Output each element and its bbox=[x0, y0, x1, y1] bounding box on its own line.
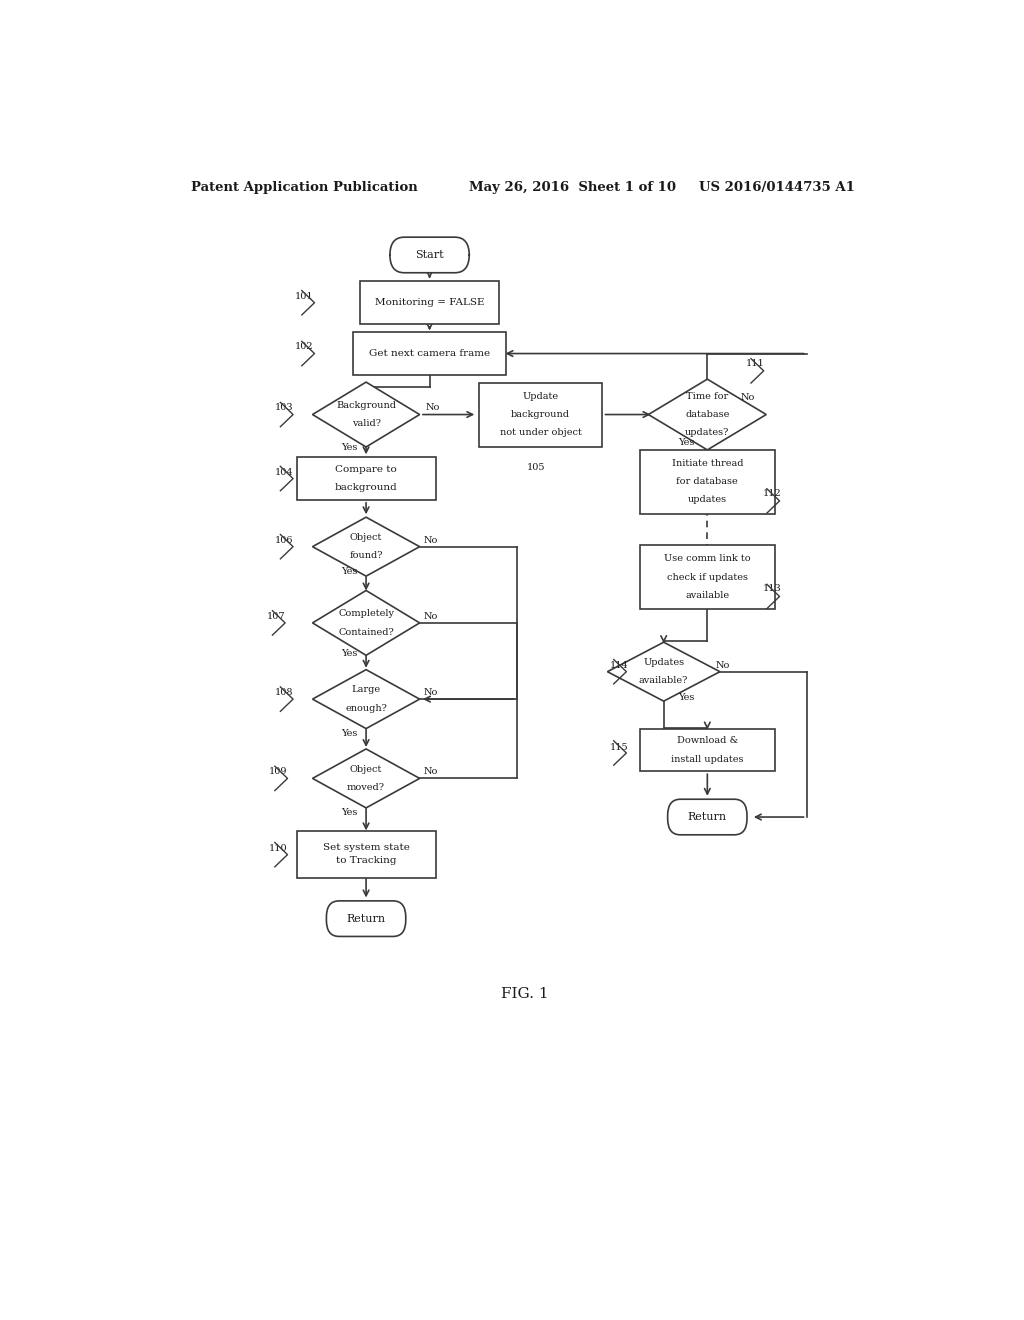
Text: Yes: Yes bbox=[678, 438, 694, 447]
Text: May 26, 2016  Sheet 1 of 10: May 26, 2016 Sheet 1 of 10 bbox=[469, 181, 676, 194]
Text: Yes: Yes bbox=[341, 568, 357, 576]
Polygon shape bbox=[648, 379, 766, 450]
Text: Start: Start bbox=[416, 249, 443, 260]
Bar bbox=[479, 383, 602, 446]
Text: 111: 111 bbox=[745, 359, 764, 368]
Bar bbox=[297, 457, 435, 500]
Text: No: No bbox=[423, 767, 437, 776]
Text: enough?: enough? bbox=[345, 704, 387, 713]
Text: 106: 106 bbox=[274, 536, 293, 545]
Text: FIG. 1: FIG. 1 bbox=[501, 987, 549, 1001]
Bar bbox=[640, 450, 775, 513]
Text: Object: Object bbox=[350, 764, 382, 774]
Text: No: No bbox=[423, 688, 437, 697]
Text: US 2016/0144735 A1: US 2016/0144735 A1 bbox=[699, 181, 855, 194]
Text: 109: 109 bbox=[269, 767, 288, 776]
Text: for database: for database bbox=[677, 477, 738, 486]
Text: Yes: Yes bbox=[341, 649, 357, 659]
Bar bbox=[353, 333, 506, 375]
Text: Updates: Updates bbox=[643, 659, 684, 667]
Text: 105: 105 bbox=[526, 463, 545, 473]
Text: background: background bbox=[511, 411, 570, 418]
Text: background: background bbox=[335, 483, 397, 492]
Text: No: No bbox=[715, 660, 730, 669]
Text: 108: 108 bbox=[274, 688, 293, 697]
Text: to Tracking: to Tracking bbox=[336, 857, 396, 865]
Text: Object: Object bbox=[350, 533, 382, 543]
FancyBboxPatch shape bbox=[327, 900, 406, 936]
Text: Use comm link to: Use comm link to bbox=[664, 554, 751, 564]
Text: install updates: install updates bbox=[671, 755, 743, 763]
Text: Update: Update bbox=[522, 392, 559, 401]
Text: Return: Return bbox=[688, 812, 727, 822]
FancyBboxPatch shape bbox=[668, 799, 746, 834]
Text: 114: 114 bbox=[609, 660, 629, 669]
Bar bbox=[640, 729, 775, 771]
Text: No: No bbox=[423, 612, 437, 620]
Text: 107: 107 bbox=[267, 612, 286, 620]
Text: Contained?: Contained? bbox=[338, 627, 394, 636]
Text: No: No bbox=[426, 404, 440, 412]
Text: found?: found? bbox=[349, 552, 383, 560]
Text: Return: Return bbox=[346, 913, 386, 924]
Text: 101: 101 bbox=[295, 292, 313, 301]
Text: Set system state: Set system state bbox=[323, 843, 410, 851]
Text: Download &: Download & bbox=[677, 737, 738, 746]
Text: updates?: updates? bbox=[685, 428, 729, 437]
Bar bbox=[640, 545, 775, 609]
Text: 113: 113 bbox=[763, 585, 781, 594]
Text: Monitoring = FALSE: Monitoring = FALSE bbox=[375, 298, 484, 308]
Text: Patent Application Publication: Patent Application Publication bbox=[191, 181, 418, 194]
Text: Background: Background bbox=[336, 401, 396, 411]
Text: Yes: Yes bbox=[341, 444, 357, 453]
Polygon shape bbox=[312, 669, 420, 729]
Text: Yes: Yes bbox=[341, 808, 357, 817]
Polygon shape bbox=[312, 748, 420, 808]
Text: 104: 104 bbox=[274, 467, 294, 477]
Text: Large: Large bbox=[351, 685, 381, 694]
Text: Compare to: Compare to bbox=[335, 465, 397, 474]
FancyBboxPatch shape bbox=[390, 238, 469, 273]
Text: Initiate thread: Initiate thread bbox=[672, 459, 743, 467]
Polygon shape bbox=[312, 517, 420, 576]
Text: Yes: Yes bbox=[678, 693, 694, 702]
Text: Completely: Completely bbox=[338, 610, 394, 618]
Text: 115: 115 bbox=[609, 743, 629, 752]
Bar bbox=[360, 281, 499, 325]
Text: not under object: not under object bbox=[500, 428, 582, 437]
Text: available: available bbox=[685, 591, 729, 601]
Text: valid?: valid? bbox=[351, 420, 381, 428]
Text: 102: 102 bbox=[295, 342, 313, 351]
Text: available?: available? bbox=[639, 676, 688, 685]
Polygon shape bbox=[312, 590, 420, 655]
Text: 103: 103 bbox=[274, 404, 294, 412]
Text: No: No bbox=[423, 536, 437, 545]
Text: 112: 112 bbox=[763, 488, 781, 498]
Text: moved?: moved? bbox=[347, 783, 385, 792]
Text: Yes: Yes bbox=[341, 729, 357, 738]
Text: 110: 110 bbox=[269, 843, 288, 853]
Text: database: database bbox=[685, 411, 729, 418]
Text: No: No bbox=[740, 393, 755, 403]
Text: updates: updates bbox=[688, 495, 727, 504]
Polygon shape bbox=[312, 381, 420, 447]
Text: check if updates: check if updates bbox=[667, 573, 748, 582]
Text: Get next camera frame: Get next camera frame bbox=[369, 348, 490, 358]
Bar bbox=[297, 832, 435, 878]
Polygon shape bbox=[607, 643, 720, 701]
Text: Time for: Time for bbox=[686, 392, 728, 401]
